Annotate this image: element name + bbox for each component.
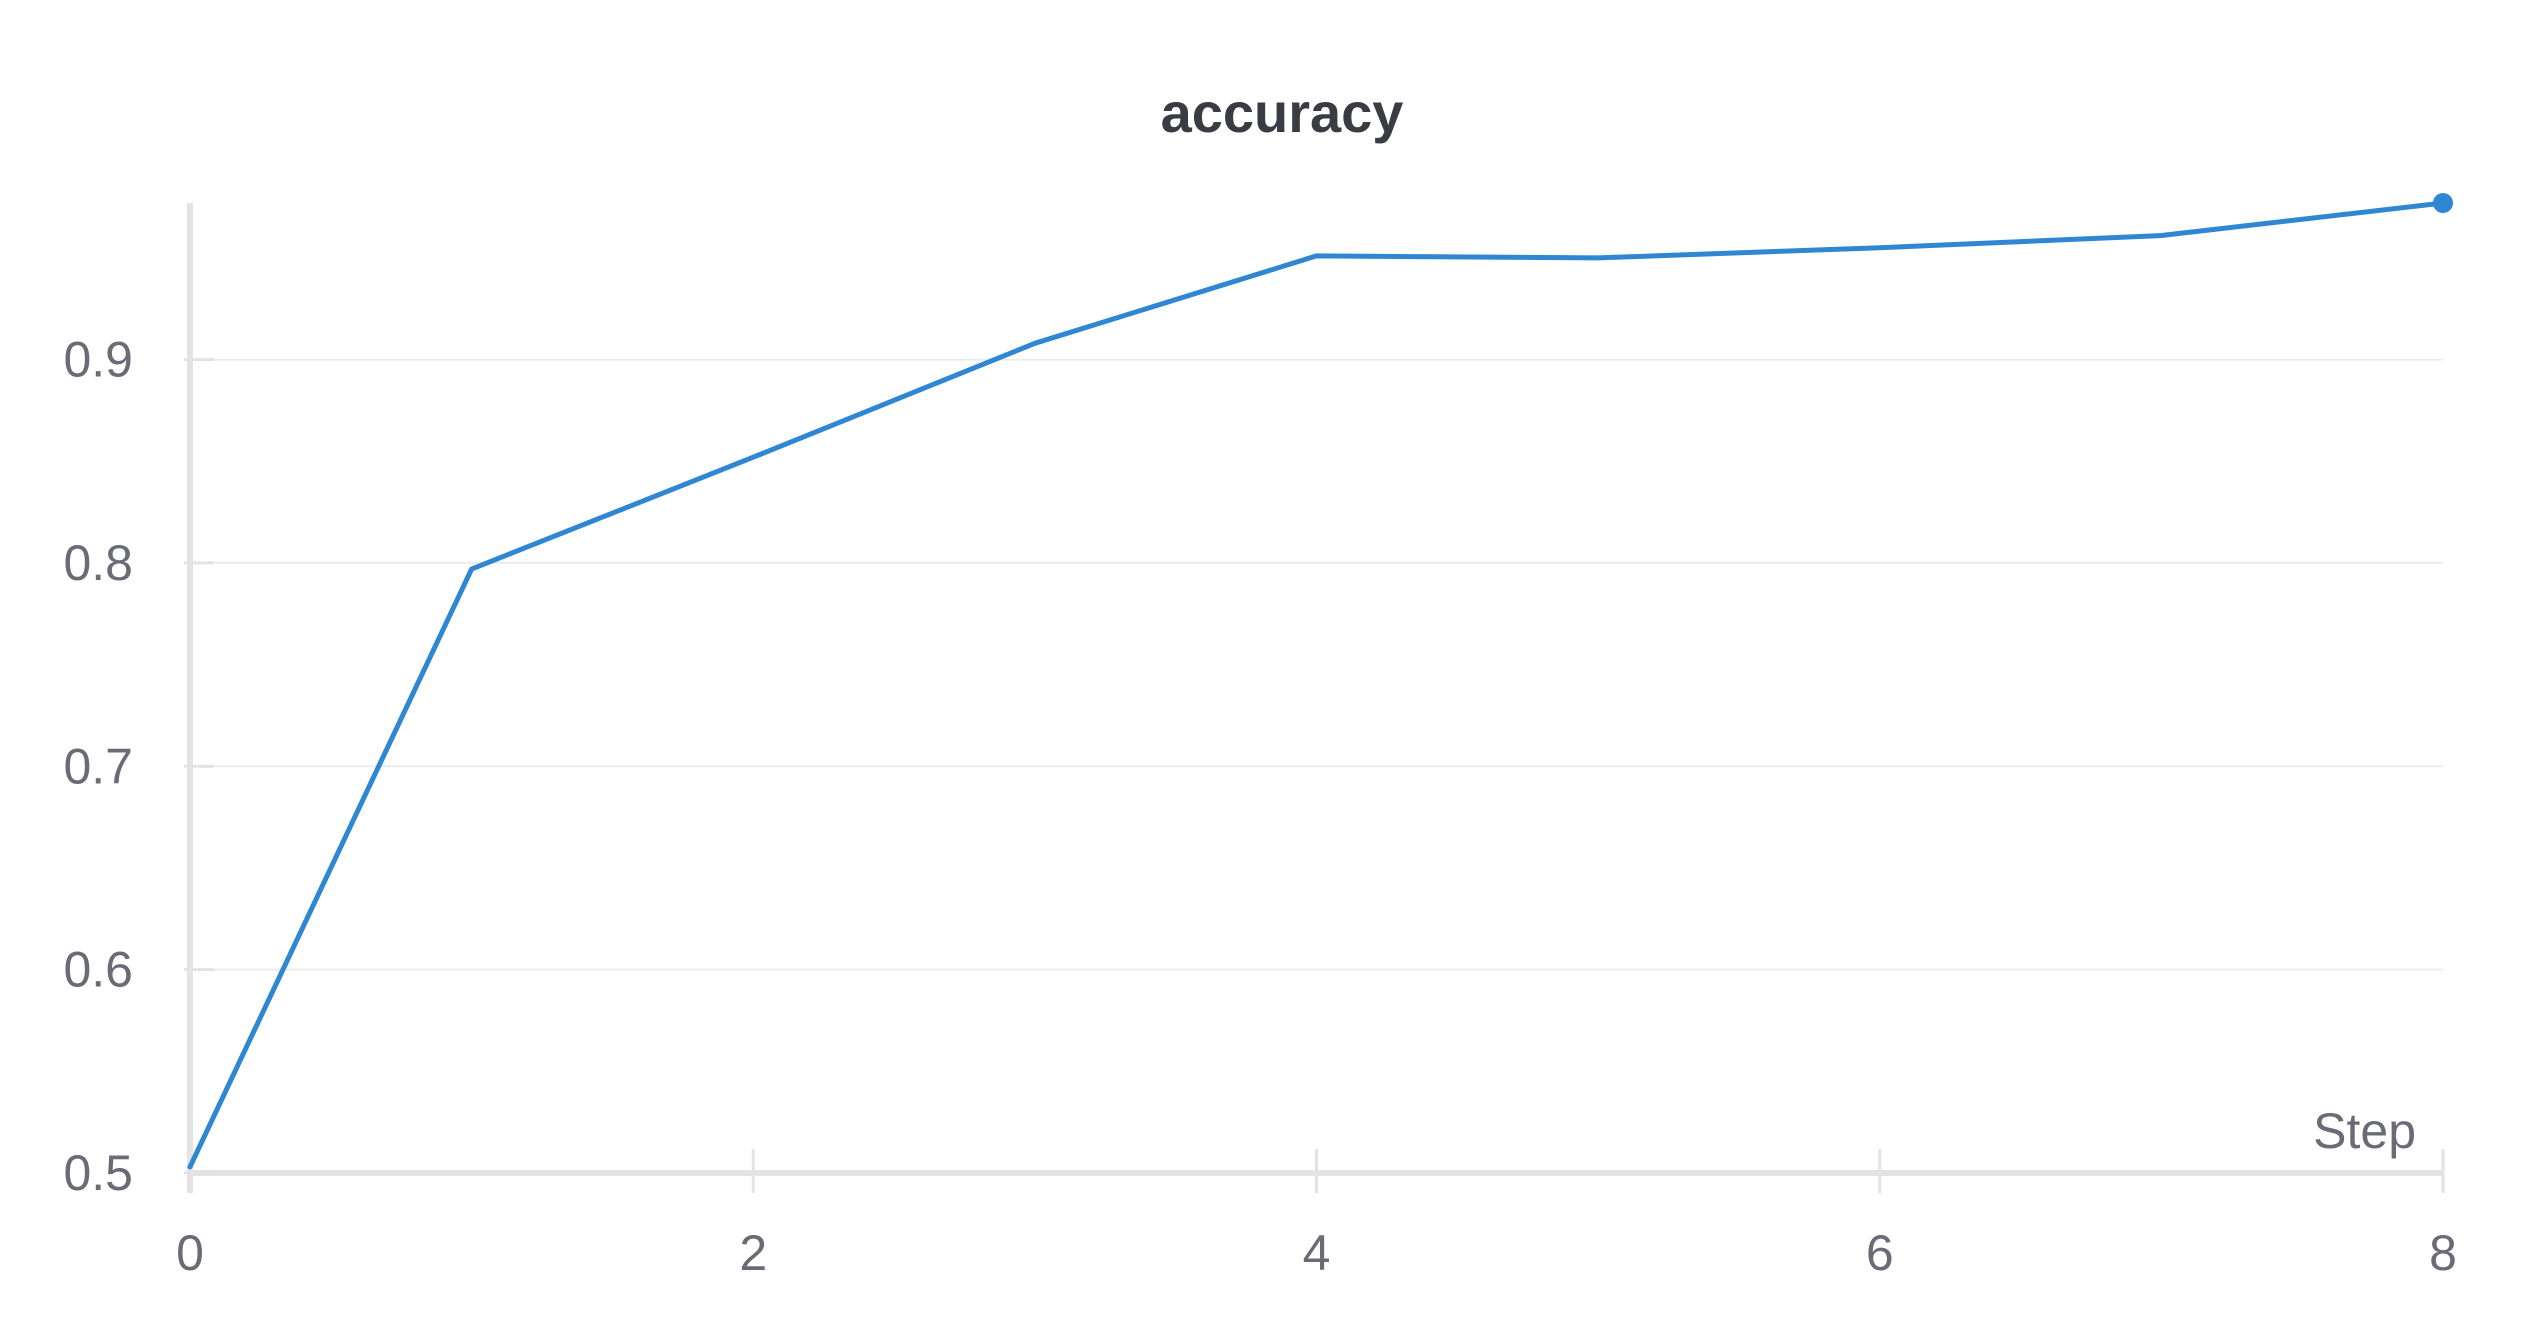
x-tick-label-4: 8 [2429, 1225, 2457, 1281]
x-tick-label-2: 4 [1303, 1225, 1331, 1281]
data-point-8 [2433, 193, 2453, 213]
y-tick-label-0: 0.5 [63, 1145, 133, 1201]
x-tick-label-3: 6 [1866, 1225, 1894, 1281]
x-tick-label-0: 0 [176, 1225, 204, 1281]
y-tick-label-3: 0.8 [63, 535, 133, 591]
x-axis-label: Step [2313, 1103, 2416, 1159]
y-tick-label-4: 0.9 [63, 332, 133, 388]
y-tick-label-1: 0.6 [63, 942, 133, 998]
y-tick-label-2: 0.7 [63, 738, 133, 794]
chart-title: accuracy [1161, 81, 1404, 144]
axes [184, 203, 2445, 1193]
series-line-0 [187, 200, 2446, 1170]
tick-labels: 0.5 0.6 0.7 0.8 0.9 0 2 4 6 8 [63, 332, 2456, 1281]
grid-lines [190, 358, 2443, 971]
series-layer [187, 193, 2453, 1170]
x-tick-label-1: 2 [739, 1225, 767, 1281]
